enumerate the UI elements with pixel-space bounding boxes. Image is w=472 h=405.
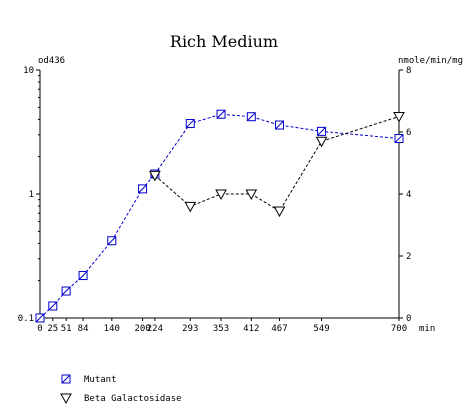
data-point-mutant-slash [35,313,45,323]
data-point-beta-galactosidase [245,189,258,201]
data-point-beta-galactosidase [393,112,405,123]
data-point-mutant-slash [185,119,195,128]
series-line-beta-galactosidase [154,116,400,212]
x-tick-label: 51 [61,324,72,334]
data-point-beta-galactosidase [184,201,197,213]
data-point-mutant-slash [78,271,88,280]
x-tick-label: 293 [182,324,198,334]
x-tick-label: 84 [78,324,89,334]
x-tick-label: 412 [243,324,259,334]
x-tick-label: 25 [47,324,58,334]
right-ticks: 0 2 4 6 8 [399,66,411,324]
left-axis-label: od436 [38,56,65,66]
data-point-beta-galactosidase [273,206,286,218]
data-point-mutant-slash [138,184,147,194]
data-point-mutant-slash [394,134,404,143]
data-point-mutant-slash [317,127,326,136]
left-ticks: 0.1 1 10 [18,66,40,324]
x-axis-unit: min [419,324,435,334]
chart-title: Rich Medium [170,32,278,51]
right-tick-label: 0 [406,314,411,324]
legend-marker-beta-galactosidase [60,393,72,405]
x-tick-label: 224 [147,324,163,334]
series-layer [35,109,405,323]
left-tick-label: 1 [29,190,34,200]
right-tick-label: 6 [406,128,411,138]
right-tick-label: 2 [406,252,411,262]
x-tick-label: 140 [104,324,120,334]
left-tick-label: 10 [23,66,34,76]
data-point-mutant-slash [107,236,117,246]
data-point-mutant-slash [275,120,284,130]
data-point-mutant-slash [61,286,71,296]
legend-marker-mutant [61,374,71,384]
x-tick-label: 353 [213,324,229,334]
legend-label-mutant: Mutant [84,375,117,385]
data-point-beta-galactosidase [215,189,227,201]
legend-label-beta-galactosidase: Beta Galactosidase [84,394,182,404]
right-axis-label: nmole/min/mg [398,56,463,66]
legend: Mutant Beta Galactosidase [60,374,182,405]
x-tick-label: 467 [271,324,287,334]
data-point-mutant-slash [246,112,256,122]
data-point-beta-galactosidase [149,170,161,182]
x-tick-label: 700 [391,324,407,334]
data-point-mutant-slash [48,301,58,311]
legend-marker-mutant-slash [61,374,71,384]
x-tick-label: 0 [37,324,42,334]
data-point-beta-galactosidase [315,136,328,148]
x-tick-label: 549 [313,324,329,334]
x-tick-label: 200 [134,324,150,334]
right-tick-label: 8 [406,66,411,76]
right-tick-label: 4 [406,190,411,200]
left-tick-label: 0.1 [18,314,34,324]
data-point-mutant-slash [216,109,226,119]
legend-item-beta-galactosidase: Beta Galactosidase [60,393,182,405]
legend-item-mutant: Mutant [61,374,117,385]
series-line-mutant [39,113,400,319]
